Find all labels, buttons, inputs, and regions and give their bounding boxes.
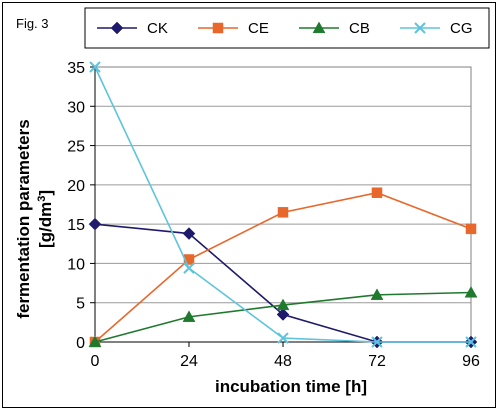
- data-point-cb: [370, 288, 384, 300]
- data-point-ck: [182, 227, 196, 240]
- y-axis-title: fermentation parameters: [14, 119, 33, 318]
- y-tick-label: 15: [67, 217, 85, 234]
- series-ce: [89, 187, 477, 348]
- legend-marker-ce: [212, 22, 224, 34]
- y-tick-label: 10: [67, 256, 85, 273]
- legend-label-ck: CK: [147, 20, 168, 37]
- data-point-cg-stroke-b: [89, 61, 101, 73]
- legend-label-cg: CG: [450, 20, 473, 37]
- y-tick-label: 30: [67, 99, 85, 116]
- legend-item-ck: CK: [97, 20, 168, 37]
- legend-label-cb: CB: [349, 20, 370, 37]
- y-axis-unit-prefix: [g/dm: [36, 202, 55, 248]
- line-chart: Fig. 3 CK CE CB CG 0 5 10 15 20 25 30 35 0 24 48 72 96…: [14, 7, 490, 396]
- series-layer: [88, 61, 478, 349]
- chart-figure: Fig. 3 CK CE CB CG 0 5 10 15 20 25 30 35 0 24 48 72 96…: [2, 2, 496, 408]
- data-point-cg: [277, 332, 289, 344]
- x-axis-ticks: 0 24 48 72 96: [91, 341, 480, 370]
- data-point-ce: [183, 254, 195, 265]
- data-point-cg-stroke-b: [371, 336, 383, 348]
- y-tick-label: 35: [67, 60, 85, 77]
- data-point-cb: [276, 298, 290, 311]
- y-tick-label: 20: [67, 178, 85, 195]
- legend-label-ce: CE: [248, 20, 269, 37]
- data-point-ck: [88, 217, 102, 231]
- legend-item-cb: CB: [299, 20, 370, 37]
- legend-item-ce: CE: [198, 20, 269, 37]
- data-point-cg-stroke-b: [277, 332, 289, 344]
- legend-marker-cb: [312, 21, 326, 34]
- data-point-ce: [465, 223, 477, 235]
- data-point-cg: [371, 336, 383, 348]
- figure-label: Fig. 3: [16, 16, 49, 31]
- x-tick-label: 0: [91, 353, 100, 370]
- x-tick-label: 48: [274, 353, 292, 370]
- y-axis-unit-suffix: ]: [36, 190, 55, 196]
- y-axis-unit: [g/dm3]: [36, 190, 55, 248]
- data-point-ce: [277, 207, 289, 218]
- data-point-ce: [371, 187, 383, 198]
- series-line-ck: [94, 223, 471, 343]
- series-cg: [89, 61, 477, 348]
- legend-item-cg: CG: [400, 20, 473, 37]
- data-point-cb: [182, 310, 196, 322]
- data-point-cg-stroke-b: [183, 262, 195, 274]
- x-tick-label: 96: [462, 353, 480, 370]
- legend-marker-ck: [110, 21, 124, 35]
- data-point-cg: [183, 262, 195, 274]
- series-cb: [88, 285, 478, 348]
- data-point-cg-stroke-b: [465, 336, 477, 348]
- legend: CK CE CB CG: [84, 7, 490, 49]
- legend-marker-cg-stroke-b: [414, 22, 426, 34]
- y-axis-unit-superscript: 3: [36, 196, 48, 202]
- data-point-cg: [465, 336, 477, 348]
- y-axis-ticks: 0 5 10 15 20 25 30 35: [67, 60, 96, 352]
- legend-marker-cg: [414, 22, 426, 34]
- data-point-cb: [88, 335, 102, 348]
- x-tick-label: 24: [180, 353, 198, 370]
- x-tick-label: 72: [368, 353, 386, 370]
- y-tick-label: 5: [76, 296, 85, 313]
- gridlines: [95, 66, 471, 304]
- data-point-cb: [464, 285, 478, 298]
- data-point-cg: [89, 61, 101, 73]
- y-tick-label: 0: [76, 335, 85, 352]
- y-tick-label: 25: [67, 139, 85, 156]
- data-point-ck: [276, 308, 290, 321]
- x-axis-title: incubation time [h]: [215, 377, 367, 396]
